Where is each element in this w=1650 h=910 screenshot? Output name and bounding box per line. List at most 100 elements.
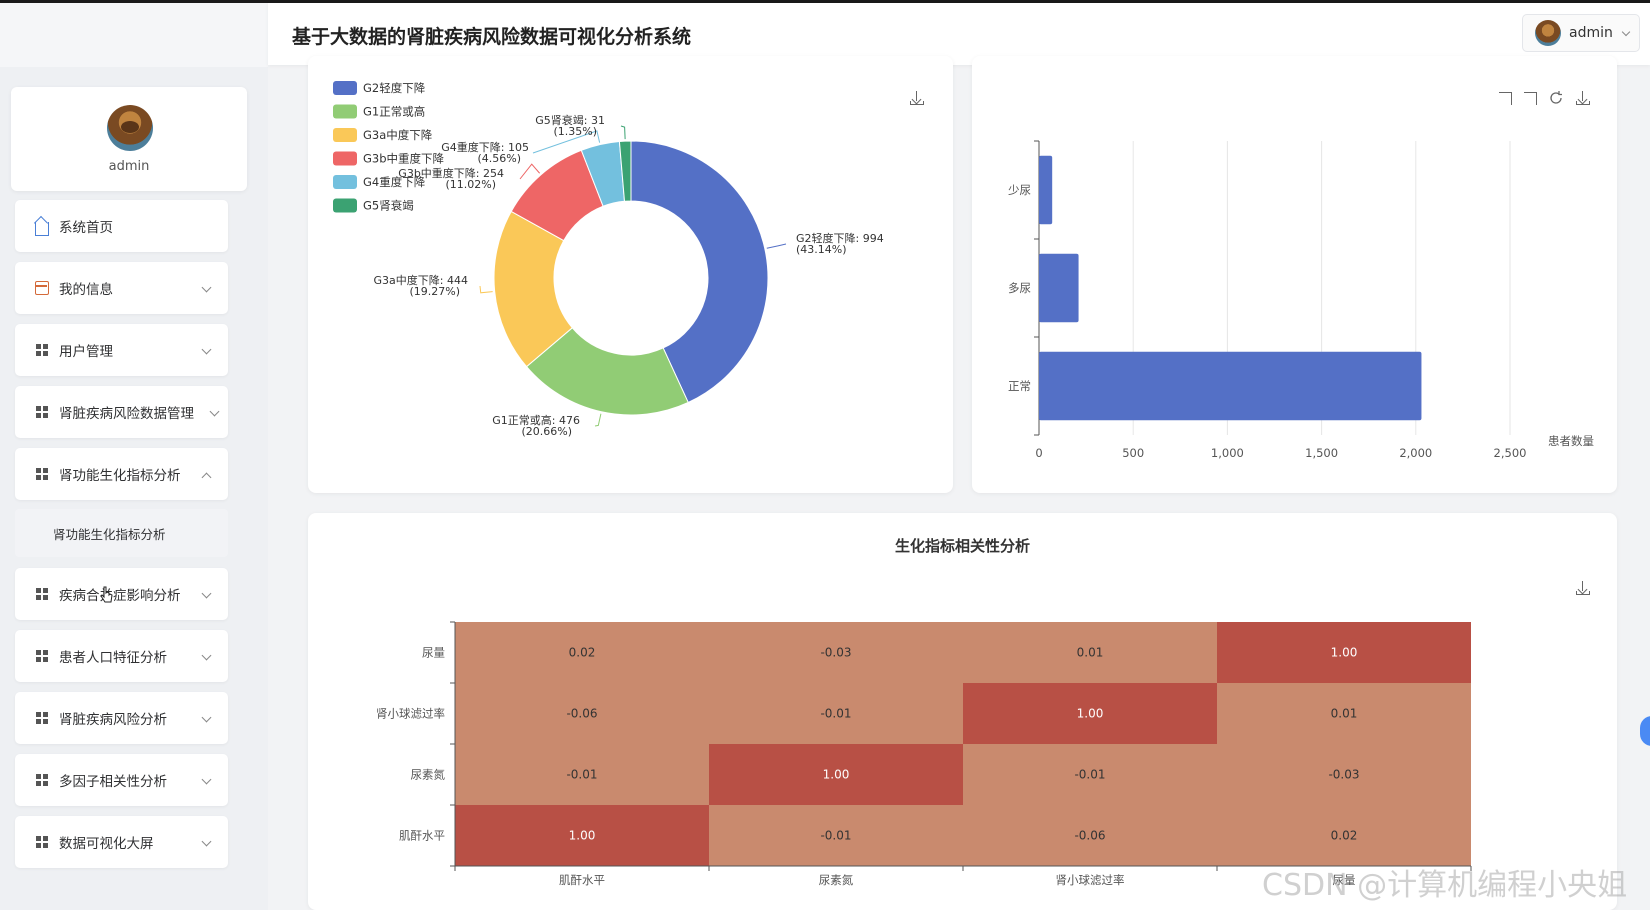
pie-label-line	[519, 163, 541, 180]
sidebar-item-home[interactable]: 系统首页	[15, 200, 228, 252]
bar-chart-card: 0 500 1,000 1,500 2,000 2,500 少尿 多尿 正常 患者数量	[972, 56, 1617, 493]
heatmap-cell	[455, 683, 709, 744]
download-icon[interactable]	[1575, 90, 1591, 106]
heatmap-cell	[963, 744, 1217, 805]
heatmap-cell-value: -0.01	[1074, 768, 1105, 782]
heatmap-cell	[1217, 622, 1471, 683]
pie-percent-label: (19.27%)	[409, 285, 460, 298]
pie-data-label: G5肾衰竭: 31	[535, 113, 605, 127]
pie-data-label: G3b中重度下降: 254	[398, 166, 504, 180]
heatmap-cell	[709, 744, 963, 805]
sidebar-item-label: 肾脏疾病风险分析	[59, 712, 167, 728]
pie-percent-label: (4.56%)	[477, 152, 521, 165]
heatmap-cell-value: -0.06	[1074, 829, 1105, 843]
header: 基于大数据的肾脏疾病风险数据可视化分析系统 admin	[268, 3, 1650, 65]
legend-swatch	[333, 198, 357, 213]
heatmap-cell-value: -0.01	[566, 768, 597, 782]
heatmap-cell-value: -0.01	[820, 707, 851, 721]
download-icon[interactable]	[909, 90, 925, 106]
sidebar-item-demographics-analysis[interactable]: 患者人口特征分析	[15, 630, 228, 682]
sidebar-item-biochemical-analysis[interactable]: 肾功能生化指标分析	[15, 448, 228, 500]
submenu-item-biochemical-analysis[interactable]: 肾功能生化指标分析	[15, 509, 228, 557]
legend-label: G1正常或高	[363, 105, 425, 119]
user-menu[interactable]: admin	[1522, 14, 1640, 52]
legend-swatch	[333, 151, 357, 166]
sidebar-item-label: 我的信息	[59, 282, 113, 298]
avatar	[1535, 20, 1561, 46]
grid-icon	[35, 587, 49, 601]
bar	[1039, 253, 1079, 323]
sidebar-item-label: 肾功能生化指标分析	[59, 468, 181, 484]
x-tick-label: 1,500	[1305, 446, 1338, 460]
chevron-down-icon	[201, 774, 212, 785]
legend-swatch	[333, 104, 357, 119]
heatmap-cell-value: -0.03	[820, 646, 851, 660]
pie-data-label: G2轻度下降: 994	[796, 231, 884, 245]
y-category-label: 正常	[1008, 379, 1031, 393]
grid-icon	[35, 773, 49, 787]
heatmap-chart: 0.02 -0.03 0.01 1.00 -0.06 -0.01 1.00 0.01 -0.01…	[376, 621, 1472, 887]
watermark: CSDN @计算机编程小央姐	[1262, 868, 1628, 903]
legend-label: G4重度下降	[363, 175, 426, 189]
sidebar-item-dashboard[interactable]: 数据可视化大屏	[15, 816, 228, 868]
heatmap-cell	[1217, 744, 1471, 805]
window-top-border	[0, 0, 1650, 3]
pie-slice	[525, 327, 689, 416]
legend-label: G3a中度下降	[363, 128, 433, 142]
refresh-icon[interactable]	[1548, 90, 1564, 106]
sidebar-item-correlation-analysis[interactable]: 多因子相关性分析	[15, 754, 228, 806]
sidebar-logo-area	[0, 3, 268, 67]
avatar[interactable]	[107, 105, 153, 151]
chevron-down-icon	[201, 282, 212, 293]
y-category-label: 尿量	[422, 646, 445, 660]
sidebar-item-label: 系统首页	[59, 220, 113, 236]
legend-swatch	[333, 81, 357, 95]
sidebar-item-label: 疾病合并症影响分析	[59, 588, 181, 604]
heatmap-cell	[455, 622, 709, 683]
floating-button[interactable]	[1640, 716, 1650, 746]
heatmap-cell-value: 0.02	[1331, 829, 1358, 843]
download-icon[interactable]	[1575, 580, 1591, 596]
chevron-down-icon	[201, 588, 212, 599]
heatmap-cell-value: 1.00	[569, 829, 596, 843]
grid-icon	[35, 467, 49, 481]
x-tick-label: 2,500	[1494, 446, 1527, 460]
pie-slice	[493, 210, 573, 368]
profile-card: admin	[11, 87, 247, 191]
zoom-icon[interactable]	[1499, 92, 1512, 105]
grid-icon	[35, 649, 49, 663]
sidebar: admin 系统首页 我的信息 用户管理 肾脏疾病风险数据管理 肾功能生化指标分…	[0, 3, 268, 910]
heatmap-cell	[709, 622, 963, 683]
heatmap-cell	[963, 683, 1217, 744]
x-tick-label: 2,000	[1399, 446, 1432, 460]
sidebar-item-label: 多因子相关性分析	[59, 774, 167, 790]
x-tick-label: 1,000	[1211, 446, 1244, 460]
heatmap-cell-value: -0.03	[1328, 768, 1359, 782]
heatmap-cell	[455, 805, 709, 866]
sidebar-item-label: 数据可视化大屏	[59, 836, 154, 852]
heatmap-cell-value: 0.02	[569, 646, 596, 660]
sidebar-item-comorbidity-analysis[interactable]: 疾病合并症影响分析	[15, 568, 228, 620]
y-category-label: 尿素氮	[411, 768, 446, 782]
x-category-label: 尿素氮	[819, 873, 854, 887]
heatmap-cell	[455, 744, 709, 805]
heatmap-cell-value: 0.01	[1077, 646, 1104, 660]
legend-label: G3b中重度下降	[363, 152, 445, 166]
sidebar-item-my-info[interactable]: 我的信息	[15, 262, 228, 314]
pie-label-line	[532, 130, 601, 154]
legend-label: G2轻度下降	[363, 81, 426, 95]
pie-percent-label: (43.14%)	[796, 243, 847, 256]
grid-icon	[35, 405, 49, 419]
donut-chart: G2轻度下降 G1正常或高 G3a中度下降 G3b中重度下降 G4重度下降 G5肾衰竭 G2…	[333, 81, 884, 438]
sidebar-item-kidney-data-management[interactable]: 肾脏疾病风险数据管理	[15, 386, 228, 438]
sidebar-item-risk-analysis[interactable]: 肾脏疾病风险分析	[15, 692, 228, 744]
zoom-reset-icon[interactable]	[1524, 92, 1537, 105]
x-category-label: 尿量	[1333, 873, 1356, 887]
id-card-icon	[35, 281, 49, 295]
heatmap-cell-value: -0.06	[566, 707, 597, 721]
heatmap-cell	[963, 622, 1217, 683]
sidebar-item-user-management[interactable]: 用户管理	[15, 324, 228, 376]
pie-slice	[618, 140, 632, 202]
pie-data-label: G1正常或高: 476	[492, 413, 580, 427]
